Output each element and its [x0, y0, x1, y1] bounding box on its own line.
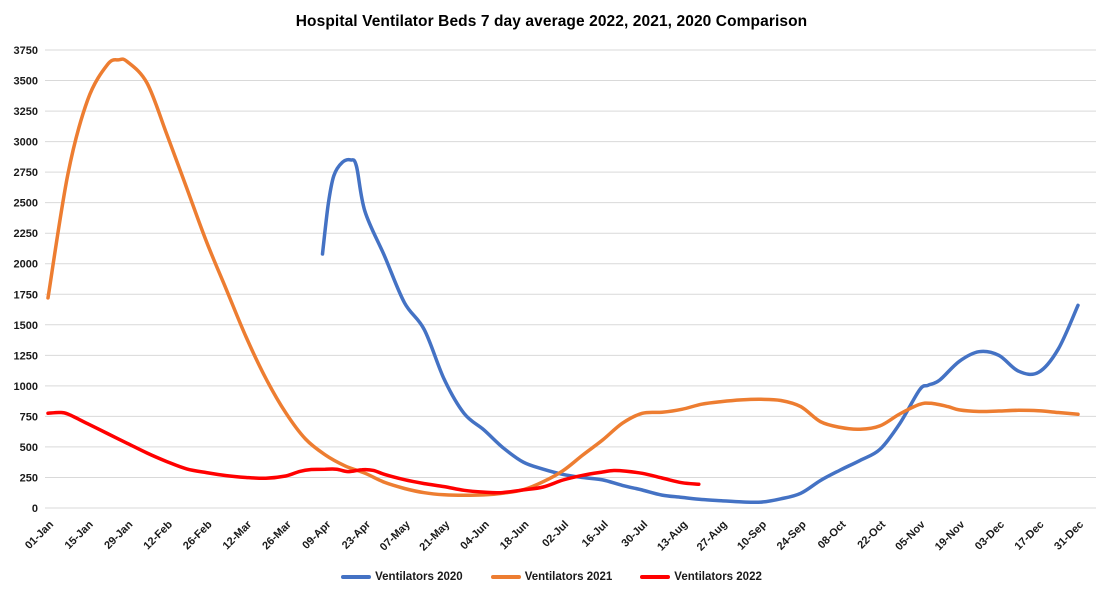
x-tick-label-08-Oct: 08-Oct: [816, 518, 849, 551]
x-tick-label-24-Sep: 24-Sep: [775, 518, 809, 552]
legend-item-ventilators-2020: Ventilators 2020: [341, 571, 463, 583]
x-tick-label-26-Mar: 26-Mar: [260, 518, 294, 552]
x-tick-label-09-Apr: 09-Apr: [300, 518, 334, 552]
y-tick-label-3000: 3000: [14, 137, 38, 149]
y-tick-label-3750: 3750: [14, 45, 38, 57]
x-tick-label-01-Jan: 01-Jan: [23, 518, 56, 551]
x-tick-label-22-Oct: 22-Oct: [855, 518, 888, 551]
x-tick-label-29-Jan: 29-Jan: [102, 518, 135, 551]
chart-title: Hospital Ventilator Beds 7 day average 2…: [295, 13, 808, 30]
y-tick-label-2250: 2250: [14, 228, 38, 240]
legend-label-2021: Ventilators 2021: [524, 571, 613, 583]
x-tick-label-13-Aug: 13-Aug: [655, 519, 690, 554]
y-tick-label-2000: 2000: [14, 259, 38, 271]
legend-item-ventilators-2021: Ventilators 2021: [490, 571, 613, 583]
series-line-ventilators-2020: [320, 157, 1080, 505]
x-tick-label-17-Dec: 17-Dec: [1013, 519, 1047, 553]
y-tick-label-1750: 1750: [14, 289, 38, 301]
x-tick-label-19-Nov: 19-Nov: [933, 518, 968, 553]
x-tick-label-16-Jul: 16-Jul: [580, 519, 611, 550]
series-line-ventilators-2021: [46, 57, 1080, 498]
y-tick-label-250: 250: [20, 472, 38, 484]
y-tick-label-3500: 3500: [14, 76, 38, 88]
x-tick-label-04-Jun: 04-Jun: [458, 518, 492, 552]
legend-line-marker-2020: [341, 575, 372, 579]
x-tick-label-31-Dec: 31-Dec: [1052, 519, 1086, 553]
x-tick-label-12-Mar: 12-Mar: [221, 518, 255, 552]
x-tick-label-26-Feb: 26-Feb: [181, 518, 215, 552]
x-tick-label-07-May: 07-May: [378, 518, 413, 553]
legend-label-2020: Ventilators 2020: [375, 571, 463, 583]
legend-line-marker-2021: [490, 575, 521, 579]
y-tick-label-750: 750: [20, 411, 38, 423]
y-tick-label-500: 500: [20, 442, 38, 454]
legend-item-ventilators-2022: Ventilators 2022: [640, 571, 762, 583]
x-tick-label-05-Nov: 05-Nov: [893, 518, 928, 553]
y-tick-label-0: 0: [32, 503, 38, 515]
x-tick-label-10-Sep: 10-Sep: [735, 518, 769, 552]
y-tick-label-3250: 3250: [14, 106, 38, 118]
x-tick-label-21-May: 21-May: [417, 518, 452, 553]
y-tick-label-2750: 2750: [14, 167, 38, 179]
y-tick-label-1000: 1000: [14, 381, 38, 393]
chart-legend: Ventilators 2020 Ventilators 2021 Ventil…: [0, 571, 1103, 583]
x-tick-label-03-Dec: 03-Dec: [973, 519, 1007, 553]
x-tick-label-30-Jul: 30-Jul: [619, 519, 650, 550]
series-line-ventilators-2022: [46, 410, 701, 495]
x-tick-label-12-Feb: 12-Feb: [141, 518, 175, 552]
legend-label-2022: Ventilators 2022: [674, 571, 762, 583]
x-tick-label-23-Apr: 23-Apr: [340, 518, 374, 552]
y-tick-label-1250: 1250: [14, 350, 38, 362]
x-tick-label-15-Jan: 15-Jan: [63, 518, 96, 551]
x-tick-label-27-Aug: 27-Aug: [695, 519, 730, 554]
legend-line-marker-2022: [640, 575, 671, 579]
y-tick-label-1500: 1500: [14, 320, 38, 332]
y-tick-label-2500: 2500: [14, 198, 38, 210]
x-tick-label-02-Jul: 02-Jul: [540, 519, 571, 550]
x-tick-label-18-Jun: 18-Jun: [498, 518, 532, 552]
